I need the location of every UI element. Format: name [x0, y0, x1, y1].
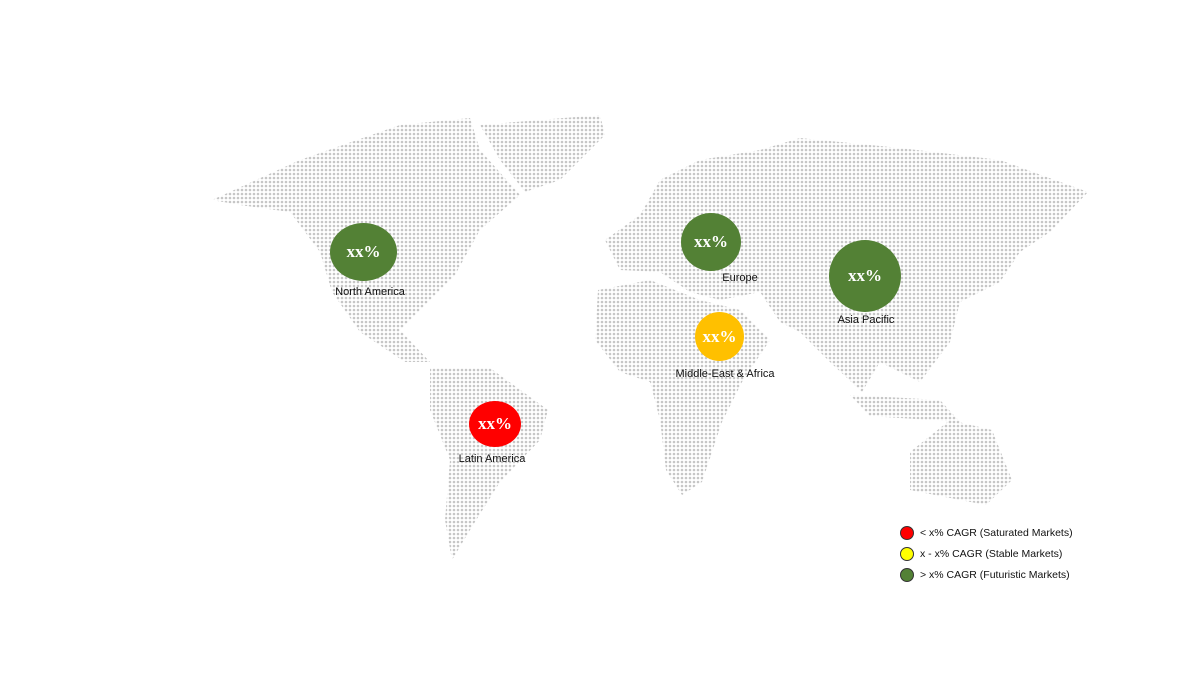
legend-item-saturated: < x% CAGR (Saturated Markets) — [900, 522, 1073, 543]
legend-item-stable: x - x% CAGR (Stable Markets) — [900, 543, 1073, 564]
greenland-land — [480, 115, 605, 192]
bubble-middle-east-africa: xx% — [695, 312, 744, 361]
australia-land — [910, 420, 1012, 505]
bubble-asia-pacific: xx% — [829, 240, 901, 312]
label-middle-east-africa: Middle-East & Africa — [675, 368, 775, 380]
legend-item-futuristic: > x% CAGR (Futuristic Markets) — [900, 564, 1073, 585]
legend-label: x - x% CAGR (Stable Markets) — [920, 547, 1063, 560]
bubble-north-america: xx% — [330, 223, 397, 281]
green-dot-icon — [900, 567, 914, 582]
bubble-europe: xx% — [681, 213, 741, 271]
indonesia-land — [850, 395, 960, 422]
legend-label: > x% CAGR (Futuristic Markets) — [920, 568, 1070, 581]
yellow-dot-icon — [900, 546, 914, 561]
label-north-america: North America — [335, 286, 405, 298]
legend-label: < x% CAGR (Saturated Markets) — [920, 526, 1073, 539]
red-dot-icon — [900, 525, 914, 540]
label-asia-pacific: Asia Pacific — [837, 314, 895, 326]
label-latin-america: Latin America — [458, 453, 526, 465]
africa-land — [595, 280, 770, 495]
bubble-latin-america: xx% — [469, 401, 521, 447]
label-europe: Europe — [722, 272, 758, 284]
legend: < x% CAGR (Saturated Markets) x - x% CAG… — [900, 522, 1073, 585]
